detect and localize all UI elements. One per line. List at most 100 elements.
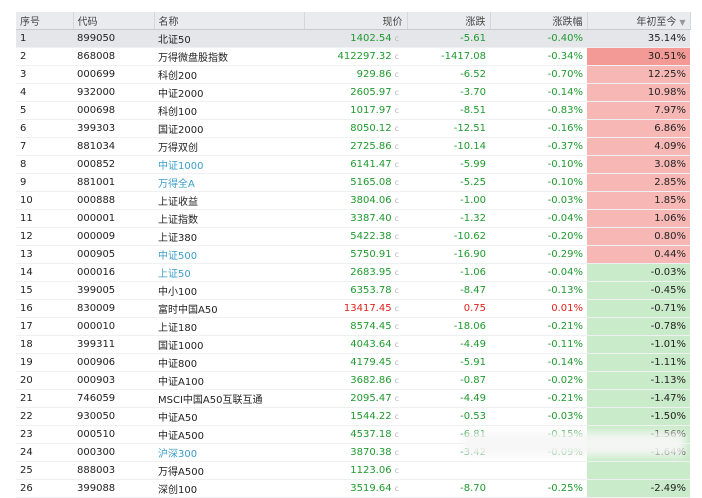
cell-change-pct: -0.13% bbox=[490, 281, 587, 300]
cell-change-pct bbox=[490, 461, 587, 480]
cell-change-pct: -0.03% bbox=[490, 407, 587, 426]
cell-name[interactable]: 深创100 bbox=[154, 479, 304, 498]
table-row[interactable]: 13 000905 中证500 5750.91 c -16.90 -0.29% 0.44% bbox=[16, 245, 690, 264]
cell-name[interactable]: 中证A50 bbox=[154, 407, 304, 426]
cell-code: 000888 bbox=[73, 191, 154, 210]
table-row[interactable]: 9 881001 万得全A 5165.08 c -5.25 -0.10% 2.85% bbox=[16, 173, 690, 192]
cell-code: 000009 bbox=[73, 227, 154, 246]
column-header-price[interactable]: 现价 bbox=[304, 12, 408, 30]
price-currency-mark: c bbox=[394, 232, 399, 241]
cell-name[interactable]: 中证A500 bbox=[154, 425, 304, 444]
cell-seq: 18 bbox=[16, 335, 73, 354]
cell-change: -5.25 bbox=[407, 173, 490, 192]
cell-name[interactable]: 上证380 bbox=[154, 227, 304, 246]
column-header-ytd-label: 年初至今 bbox=[636, 17, 677, 28]
table-row[interactable]: 2 868008 万得微盘股指数 412297.32 c -1417.08 -0.34% 30… bbox=[16, 47, 690, 66]
price-value: 1123.06 bbox=[350, 465, 392, 476]
price-currency-mark: c bbox=[394, 88, 399, 97]
cell-ytd: 0.44% bbox=[587, 245, 690, 264]
cell-name[interactable]: 中证500 bbox=[154, 245, 304, 264]
table-row[interactable]: 25 888003 万得A500 1123.06 c bbox=[16, 461, 690, 480]
price-value: 412297.32 bbox=[337, 51, 392, 62]
cell-ytd: 2.85% bbox=[587, 173, 690, 192]
cell-ytd: -0.45% bbox=[587, 281, 690, 300]
cell-change: -1417.08 bbox=[407, 47, 490, 66]
price-value: 1402.54 bbox=[350, 33, 392, 44]
table-row[interactable]: 18 399311 国证1000 4043.64 c -4.49 -0.11% -1.01% bbox=[16, 335, 690, 354]
column-header-seq[interactable]: 序号 bbox=[16, 12, 74, 30]
cell-name[interactable]: 上证180 bbox=[154, 317, 304, 336]
table-row[interactable]: 16 830009 富时中国A50 13417.45 c 0.75 0.01% -0.71% bbox=[16, 299, 690, 318]
cell-change-pct: -0.21% bbox=[490, 317, 587, 336]
price-value: 4179.45 bbox=[350, 357, 392, 368]
column-header-change[interactable]: 涨跌 bbox=[407, 12, 491, 30]
cell-name[interactable]: 万得双创 bbox=[154, 137, 304, 156]
cell-change: -3.70 bbox=[407, 83, 490, 102]
cell-name[interactable]: 万得微盘股指数 bbox=[154, 47, 304, 66]
cell-seq: 26 bbox=[16, 479, 73, 498]
cell-name[interactable]: 中证A100 bbox=[154, 371, 304, 390]
cell-name[interactable]: 中证2000 bbox=[154, 83, 304, 102]
cell-ytd: -1.47% bbox=[587, 389, 690, 408]
table-row[interactable]: 1 899050 北证50 1402.54 c -5.61 -0.40% 35.14% bbox=[16, 29, 690, 48]
column-header-name[interactable]: 名称 bbox=[154, 12, 305, 30]
cell-change-pct: -0.34% bbox=[490, 47, 587, 66]
cell-name[interactable]: 万得全A bbox=[154, 173, 304, 192]
table-row[interactable]: 12 000009 上证380 5422.38 c -10.62 -0.20% 0.80% bbox=[16, 227, 690, 246]
table-row[interactable]: 26 399088 深创100 3519.64 c -8.70 -0.25% -2.49% bbox=[16, 479, 690, 498]
table-row[interactable]: 7 881034 万得双创 2725.86 c -10.14 -0.37% 4.09% bbox=[16, 137, 690, 156]
price-value: 13417.45 bbox=[343, 303, 392, 314]
cell-ytd: -0.03% bbox=[587, 263, 690, 282]
cell-name[interactable]: 国证2000 bbox=[154, 119, 304, 138]
cell-name[interactable]: 北证50 bbox=[154, 29, 304, 48]
table-row[interactable]: 6 399303 国证2000 8050.12 c -12.51 -0.16% 6.86% bbox=[16, 119, 690, 138]
table-row[interactable]: 21 746059 MSCI中国A50互联互通 2095.47 c -4.49 -0.21%… bbox=[16, 389, 690, 408]
table-row[interactable]: 11 000001 上证指数 3387.40 c -1.32 -0.04% 1.06% bbox=[16, 209, 690, 228]
cell-name[interactable]: 科创100 bbox=[154, 101, 304, 120]
column-header-change-pct[interactable]: 涨跌幅 bbox=[490, 12, 588, 30]
cell-price: 2725.86 c bbox=[304, 137, 407, 156]
cell-name[interactable]: 上证指数 bbox=[154, 209, 304, 228]
column-header-code[interactable]: 代码 bbox=[73, 12, 155, 30]
cell-name[interactable]: 科创200 bbox=[154, 65, 304, 84]
price-value: 3387.40 bbox=[350, 213, 392, 224]
cell-name[interactable]: 中证1000 bbox=[154, 155, 304, 174]
cell-ytd bbox=[587, 461, 690, 480]
price-currency-mark: c bbox=[394, 178, 399, 187]
table-row[interactable]: 3 000699 科创200 929.86 c -6.52 -0.70% 12.25% bbox=[16, 65, 690, 84]
cell-price: 4537.18 c bbox=[304, 425, 407, 444]
cell-seq: 13 bbox=[16, 245, 73, 264]
table-row[interactable]: 10 000888 上证收益 3804.06 c -1.00 -0.03% 1.85% bbox=[16, 191, 690, 210]
table-row[interactable]: 8 000852 中证1000 6141.47 c -5.99 -0.10% 3.08% bbox=[16, 155, 690, 174]
cell-name[interactable]: 上证收益 bbox=[154, 191, 304, 210]
cell-change-pct: -0.37% bbox=[490, 137, 587, 156]
price-currency-mark: c bbox=[394, 340, 399, 349]
cell-name[interactable]: 中小100 bbox=[154, 281, 304, 300]
cell-name[interactable]: 万得A500 bbox=[154, 461, 304, 480]
sort-desc-icon[interactable]: ▼ bbox=[679, 18, 686, 27]
cell-name[interactable]: MSCI中国A50互联互通 bbox=[154, 389, 304, 408]
column-header-ytd[interactable]: 年初至今 ▼ bbox=[587, 12, 691, 30]
table-row[interactable]: 19 000906 中证800 4179.45 c -5.91 -0.14% -1.11% bbox=[16, 353, 690, 372]
cell-price: 3682.86 c bbox=[304, 371, 407, 390]
table-row[interactable]: 14 000016 上证50 2683.95 c -1.06 -0.04% -0.03% bbox=[16, 263, 690, 282]
cell-name[interactable]: 沪深300 bbox=[154, 443, 304, 462]
cell-change-pct: -0.21% bbox=[490, 389, 587, 408]
cell-change: -4.49 bbox=[407, 335, 490, 354]
table-row[interactable]: 4 932000 中证2000 2605.97 c -3.70 -0.14% 10.98% bbox=[16, 83, 690, 102]
cell-name[interactable]: 中证800 bbox=[154, 353, 304, 372]
cell-name[interactable]: 富时中国A50 bbox=[154, 299, 304, 318]
cell-price: 929.86 c bbox=[304, 65, 407, 84]
cell-name[interactable]: 国证1000 bbox=[154, 335, 304, 354]
table-row[interactable]: 20 000903 中证A100 3682.86 c -0.87 -0.02% -1.13% bbox=[16, 371, 690, 390]
cell-code: 000905 bbox=[73, 245, 154, 264]
cell-seq: 4 bbox=[16, 83, 73, 102]
table-row[interactable]: 15 399005 中小100 6353.78 c -8.47 -0.13% -0.45% bbox=[16, 281, 690, 300]
cell-name[interactable]: 上证50 bbox=[154, 263, 304, 282]
table-row[interactable]: 5 000698 科创100 1017.97 c -8.51 -0.83% 7.97% bbox=[16, 101, 690, 120]
price-currency-mark: c bbox=[394, 52, 399, 61]
price-currency-mark: c bbox=[394, 196, 399, 205]
cell-code: 932000 bbox=[73, 83, 154, 102]
table-row[interactable]: 22 930050 中证A50 1544.22 c -0.53 -0.03% -1.50% bbox=[16, 407, 690, 426]
table-row[interactable]: 17 000010 上证180 8574.45 c -18.06 -0.21% -0.78% bbox=[16, 317, 690, 336]
